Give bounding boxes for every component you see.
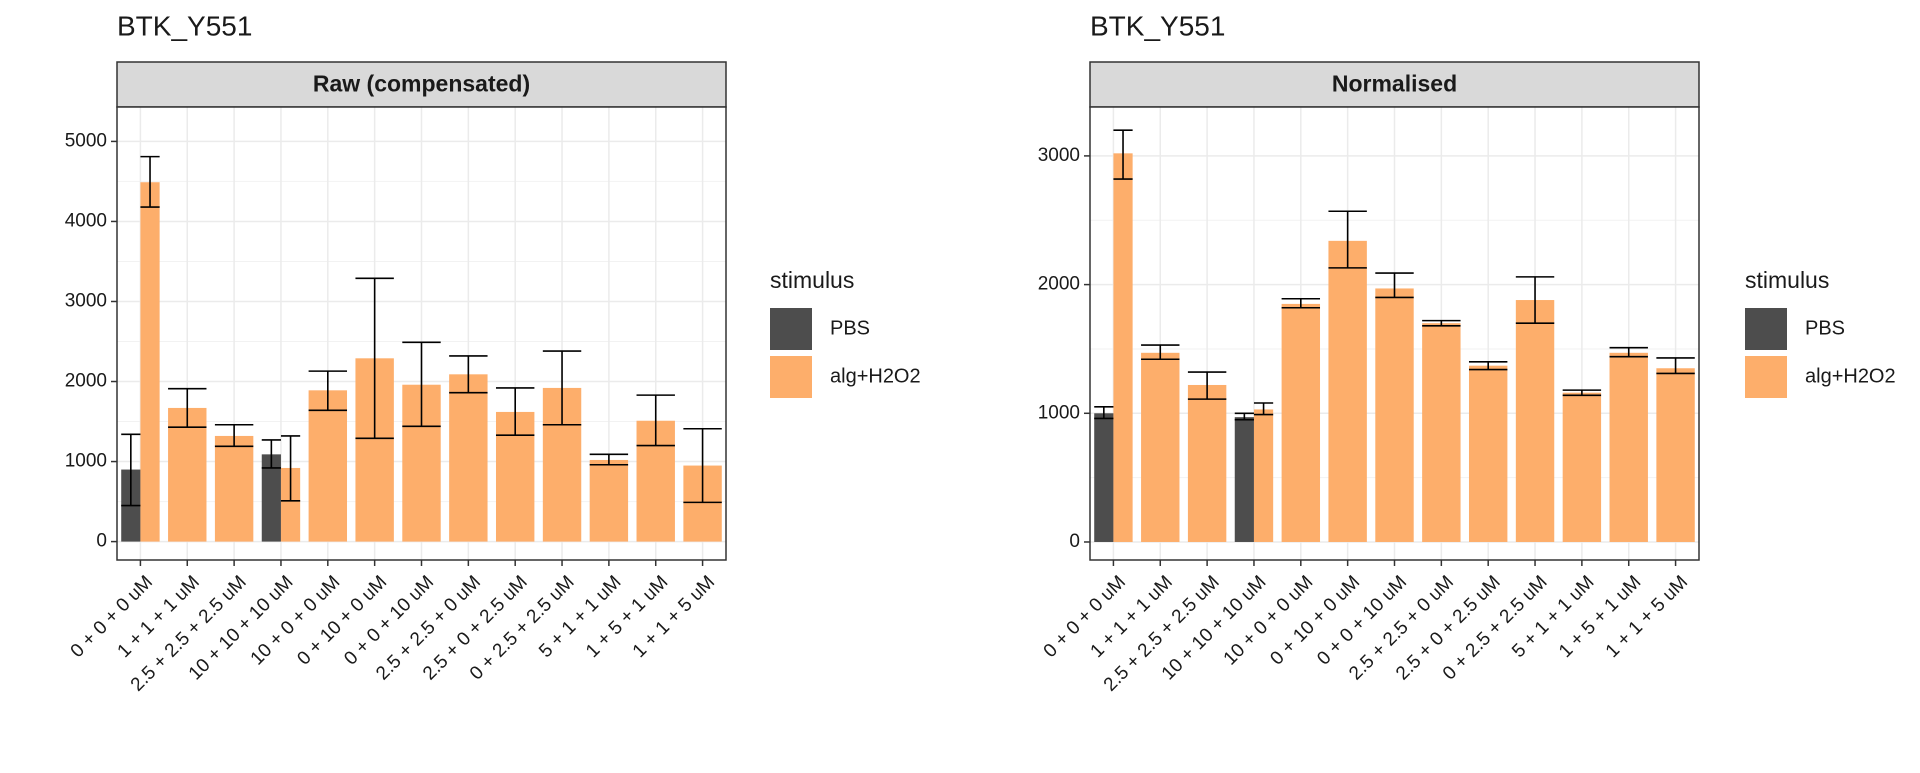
bar-alg-h2o2-2-5-2-5-2-5-um xyxy=(1187,384,1227,542)
error-bar-alg-h2o2-2-5-2-5-0-um xyxy=(449,355,488,394)
legend-title: stimulus xyxy=(770,267,854,293)
y-tick-label: 1000 xyxy=(1038,402,1080,423)
y-axis: 0 1000 2000 3000 xyxy=(1038,145,1090,552)
error-bar-alg-h2o2-2-5-2-5-2-5-um xyxy=(214,423,254,448)
x-axis: 0 + 0 + 0 uM1 + 1 + 1 uM2.5 + 2.5 + 2.5 … xyxy=(67,560,719,696)
legend-swatch-alg-h2o2 xyxy=(1745,356,1787,398)
error-bar-alg-h2o2-0-2-5-2-5-um xyxy=(542,350,582,426)
error-bar-pbs-10-10-10-um xyxy=(261,439,281,469)
y-tick-label: 2000 xyxy=(65,371,107,392)
error-bar-alg-h2o2-1-5-1-um xyxy=(1609,346,1648,358)
panel-raw: BTK_Y551 Raw (compensated) 0 1000 2000 3000 40… xyxy=(65,10,921,695)
legend: stimulus PBS alg+H2O2 xyxy=(1745,267,1896,398)
x-tick-label: 1 + 1 + 5 uM xyxy=(1602,572,1692,662)
bar-alg-h2o2-10-10-10-um xyxy=(280,467,301,542)
error-bar-alg-h2o2-10-0-0-um xyxy=(1281,297,1321,309)
legend-swatch-pbs xyxy=(1745,308,1787,350)
error-bar-alg-h2o2-0-0-10-um xyxy=(402,341,441,428)
legend: stimulus PBS alg+H2O2 xyxy=(770,267,921,398)
error-bar-alg-h2o2-0-0-0-um xyxy=(1113,129,1133,180)
bar-alg-h2o2-1-5-1-um xyxy=(1609,352,1648,542)
bar-alg-h2o2-0-2-5-2-5-um xyxy=(1515,300,1555,542)
y-tick-label: 3000 xyxy=(1038,145,1080,166)
bar-alg-h2o2-0-0-0-um xyxy=(140,182,160,542)
bar-alg-h2o2-0-0-0-um xyxy=(1113,153,1133,542)
bar-alg-h2o2-1-1-5-um xyxy=(1656,368,1695,542)
bar-alg-h2o2-10-10-10-um xyxy=(1253,409,1274,542)
bar-alg-h2o2-1-1-1-um xyxy=(168,407,207,542)
bar-alg-h2o2-1-1-1-um xyxy=(1141,352,1180,542)
bar-pbs-10-10-10-um xyxy=(1234,417,1254,542)
error-bar-alg-h2o2-1-1-1-um xyxy=(1141,344,1180,361)
legend-label-alg-h2o2: alg+H2O2 xyxy=(830,365,921,387)
error-bar-alg-h2o2-0-10-0-um xyxy=(1328,210,1367,269)
bar-alg-h2o2-5-1-1-um xyxy=(1562,392,1602,542)
legend-label-pbs: PBS xyxy=(830,317,870,339)
error-bar-alg-h2o2-2-5-2-5-2-5-um xyxy=(1187,371,1227,400)
bar-alg-h2o2-0-10-0-um xyxy=(1328,240,1367,542)
chart-title: BTK_Y551 xyxy=(1090,10,1225,41)
x-tick-label: 1 + 1 + 5 uM xyxy=(629,572,719,662)
y-tick-label: 4000 xyxy=(65,210,107,231)
error-bar-alg-h2o2-5-1-1-um xyxy=(1562,389,1602,397)
bars xyxy=(1094,153,1695,542)
error-bar-alg-h2o2-2-5-2-5-0-um xyxy=(1422,319,1461,327)
error-bar-alg-h2o2-1-1-5-um xyxy=(1656,357,1695,375)
error-bars xyxy=(1094,129,1695,421)
y-tick-label: 5000 xyxy=(65,130,107,151)
bar-alg-h2o2-2-5-0-2-5-um xyxy=(1468,365,1508,542)
facet-strip xyxy=(1089,61,1700,108)
y-tick-label: 0 xyxy=(1069,531,1080,552)
bar-alg-h2o2-10-0-0-um xyxy=(1281,303,1321,542)
error-bar-alg-h2o2-10-0-0-um xyxy=(308,370,348,412)
bar-alg-h2o2-0-0-10-um xyxy=(1375,288,1414,542)
panel-normalised: BTK_Y551 Normalised 0 1000 2000 3000 0 + 0 + 0… xyxy=(1038,10,1896,695)
bar-alg-h2o2-10-0-0-um xyxy=(308,390,348,542)
error-bar-alg-h2o2-2-5-0-2-5-um xyxy=(495,387,535,436)
y-axis: 0 1000 2000 3000 4000 5000 xyxy=(65,130,117,552)
error-bar-alg-h2o2-1-5-1-um xyxy=(636,394,675,447)
x-axis: 0 + 0 + 0 uM1 + 1 + 1 uM2.5 + 2.5 + 2.5 … xyxy=(1040,560,1692,696)
legend-title: stimulus xyxy=(1745,267,1829,293)
y-tick-label: 1000 xyxy=(65,451,107,472)
error-bars xyxy=(121,155,722,507)
error-bar-alg-h2o2-10-10-10-um xyxy=(280,435,301,502)
bar-alg-h2o2-5-1-1-um xyxy=(589,459,629,542)
bar-alg-h2o2-2-5-2-5-0-um xyxy=(1422,323,1461,542)
error-bar-alg-h2o2-1-1-1-um xyxy=(168,387,207,428)
bar-alg-h2o2-2-5-2-5-2-5-um xyxy=(214,435,254,542)
legend-swatch-alg-h2o2 xyxy=(770,356,812,398)
error-bar-alg-h2o2-1-1-5-um xyxy=(683,427,722,504)
y-tick-label: 3000 xyxy=(65,291,107,312)
error-bar-alg-h2o2-0-0-10-um xyxy=(1375,272,1414,299)
error-bar-alg-h2o2-0-0-0-um xyxy=(140,155,160,208)
y-tick-label: 0 xyxy=(96,531,107,552)
facet-label: Normalised xyxy=(1332,71,1457,97)
bar-pbs-0-0-0-um xyxy=(1094,413,1114,542)
bar-alg-h2o2-2-5-2-5-0-um xyxy=(449,374,488,542)
legend-label-alg-h2o2: alg+H2O2 xyxy=(1805,365,1896,387)
bar-pbs-10-10-10-um xyxy=(261,454,281,542)
error-bar-alg-h2o2-0-10-0-um xyxy=(355,277,394,440)
y-tick-label: 2000 xyxy=(1038,274,1080,295)
legend-swatch-pbs xyxy=(770,308,812,350)
error-bar-alg-h2o2-2-5-0-2-5-um xyxy=(1468,361,1508,371)
error-bar-pbs-0-0-0-um xyxy=(121,433,141,507)
facet-label: Raw (compensated) xyxy=(313,71,530,97)
error-bar-pbs-0-0-0-um xyxy=(1094,406,1114,420)
legend-label-pbs: PBS xyxy=(1805,317,1845,339)
error-bar-alg-h2o2-5-1-1-um xyxy=(589,453,629,466)
error-bar-alg-h2o2-10-10-10-um xyxy=(1253,402,1274,416)
facet-strip xyxy=(116,61,727,108)
error-bar-alg-h2o2-0-2-5-2-5-um xyxy=(1515,276,1555,325)
chart-title: BTK_Y551 xyxy=(117,10,252,41)
error-bar-pbs-10-10-10-um xyxy=(1234,412,1254,421)
